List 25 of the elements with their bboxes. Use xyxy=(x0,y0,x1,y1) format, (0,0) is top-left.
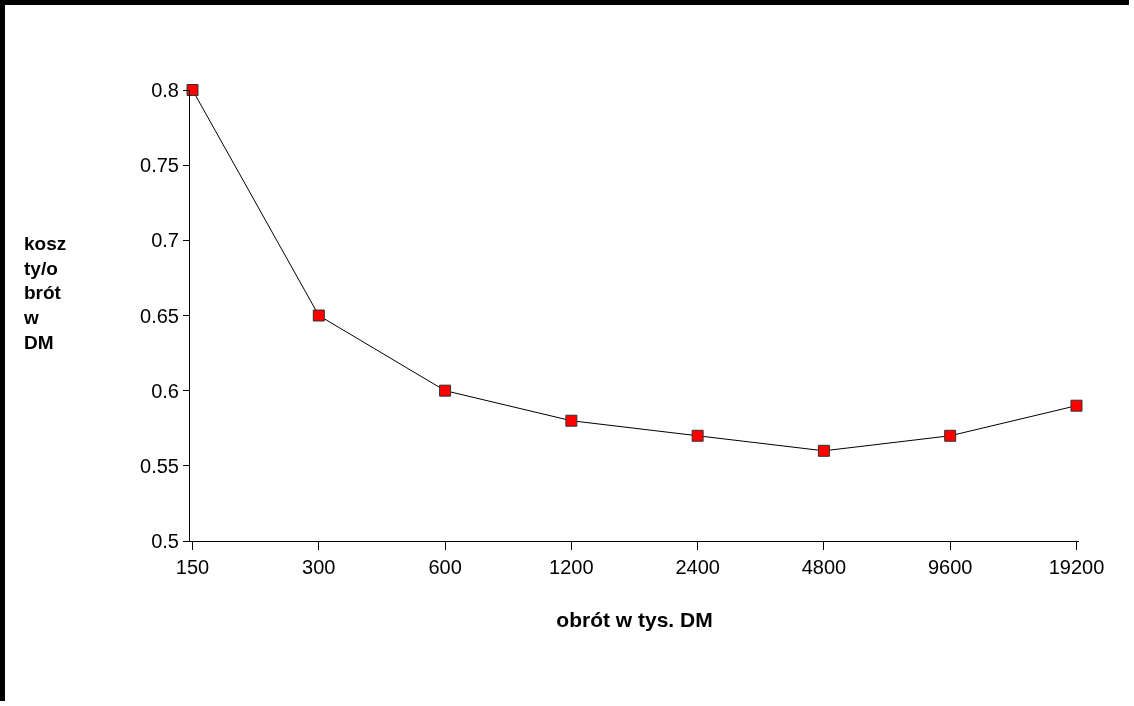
x-tick-label: 300 xyxy=(302,556,336,578)
x-axis-title: obrót w tys. DM xyxy=(556,608,713,632)
x-tick-label: 600 xyxy=(428,556,462,578)
point xyxy=(817,444,830,457)
x-tick-label: 19200 xyxy=(1048,556,1105,578)
x-tick-label: 4800 xyxy=(801,556,847,578)
y-tick-label: 0.5 xyxy=(151,530,179,552)
point xyxy=(691,429,704,442)
point xyxy=(186,84,199,96)
x-tick-label: 1200 xyxy=(549,556,594,578)
point xyxy=(944,429,957,442)
y-tick-label: 0.8 xyxy=(151,79,179,101)
y-tick-label: 0.55 xyxy=(140,454,179,477)
point xyxy=(312,309,325,322)
y-tick-label: 0.65 xyxy=(140,304,179,327)
y-tick-label: 0.7 xyxy=(151,229,179,252)
x-tick-label: 2400 xyxy=(675,556,720,578)
y-tick-label: 0.6 xyxy=(151,379,179,402)
x-tick-label: 9600 xyxy=(927,556,973,578)
point xyxy=(565,414,578,427)
point xyxy=(439,384,452,397)
x-tick-label: 150 xyxy=(175,556,210,578)
y-tick-label: 0.75 xyxy=(140,154,179,177)
y-axis-title: koszty/obrót w DM xyxy=(23,233,67,353)
point xyxy=(1070,399,1083,412)
